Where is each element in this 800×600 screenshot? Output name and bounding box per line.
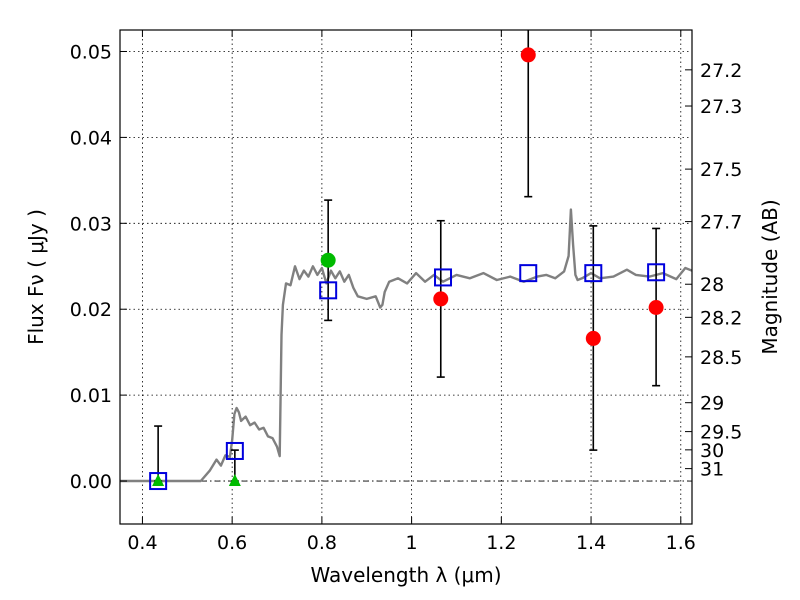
right-tick-label: 28.5 xyxy=(700,347,742,369)
y-axis-title: Flux Fν ( μJy ) xyxy=(24,209,48,345)
model-photometry-square xyxy=(519,264,538,283)
y-tick-label: 0.00 xyxy=(70,471,112,493)
y-tick-label: 0.03 xyxy=(70,213,112,235)
right-tick-label: 27.2 xyxy=(700,60,742,82)
x-tick-label: 1.2 xyxy=(486,532,516,554)
spectrum-layer xyxy=(120,208,692,483)
upper-limit-triangle xyxy=(152,474,165,487)
model-photometry-square xyxy=(647,263,666,282)
model-photometry-square xyxy=(149,472,168,491)
model-photometry-square xyxy=(434,268,453,287)
y-tick-label: 0.05 xyxy=(70,41,112,63)
model-spectrum-line xyxy=(120,208,692,483)
model-photometry-square xyxy=(584,264,603,283)
data-point-red xyxy=(585,330,601,346)
right-tick-label: 29.5 xyxy=(700,422,742,444)
y-tick-label: 0.02 xyxy=(70,299,112,321)
data-point-red xyxy=(520,47,536,63)
marker-layer xyxy=(149,47,666,491)
right-tick-label: 27.3 xyxy=(700,96,742,118)
tick-layer: 0.4 0.6 0.8 1 1.2 1.4 1.6 0.00 0.01 0.02 0.03 0.04 0… xyxy=(70,30,742,554)
upper-limit-triangle xyxy=(228,474,241,487)
x-tick-label: 1.6 xyxy=(666,532,696,554)
x-tick-label: 0.4 xyxy=(127,532,157,554)
x-tick-label: 1 xyxy=(406,532,418,554)
right-tick-label: 31 xyxy=(700,459,724,481)
data-point-red xyxy=(648,299,664,315)
plot-frame xyxy=(119,29,693,525)
x-tick-label: 1.4 xyxy=(576,532,606,554)
right-tick-label: 28 xyxy=(700,274,724,296)
x-axis-title: Wavelength λ (μm) xyxy=(310,563,501,587)
right-tick-label: 30 xyxy=(700,440,724,462)
data-point-red xyxy=(433,291,449,307)
right-tick-label: 28.2 xyxy=(700,307,742,329)
model-photometry-square xyxy=(319,281,338,300)
y-tick-label: 0.04 xyxy=(70,127,112,149)
data-point-green xyxy=(320,252,336,268)
right-tick-label: 27.5 xyxy=(700,159,742,181)
y-right-axis-title: Magnitude (AB) xyxy=(758,199,782,354)
model-photometry-square xyxy=(225,441,244,460)
x-tick-label: 0.8 xyxy=(307,532,337,554)
x-tick-label: 0.6 xyxy=(217,532,247,554)
y-tick-label: 0.01 xyxy=(70,385,112,407)
right-tick-label: 29 xyxy=(700,393,724,415)
right-tick-label: 27.7 xyxy=(700,212,742,234)
